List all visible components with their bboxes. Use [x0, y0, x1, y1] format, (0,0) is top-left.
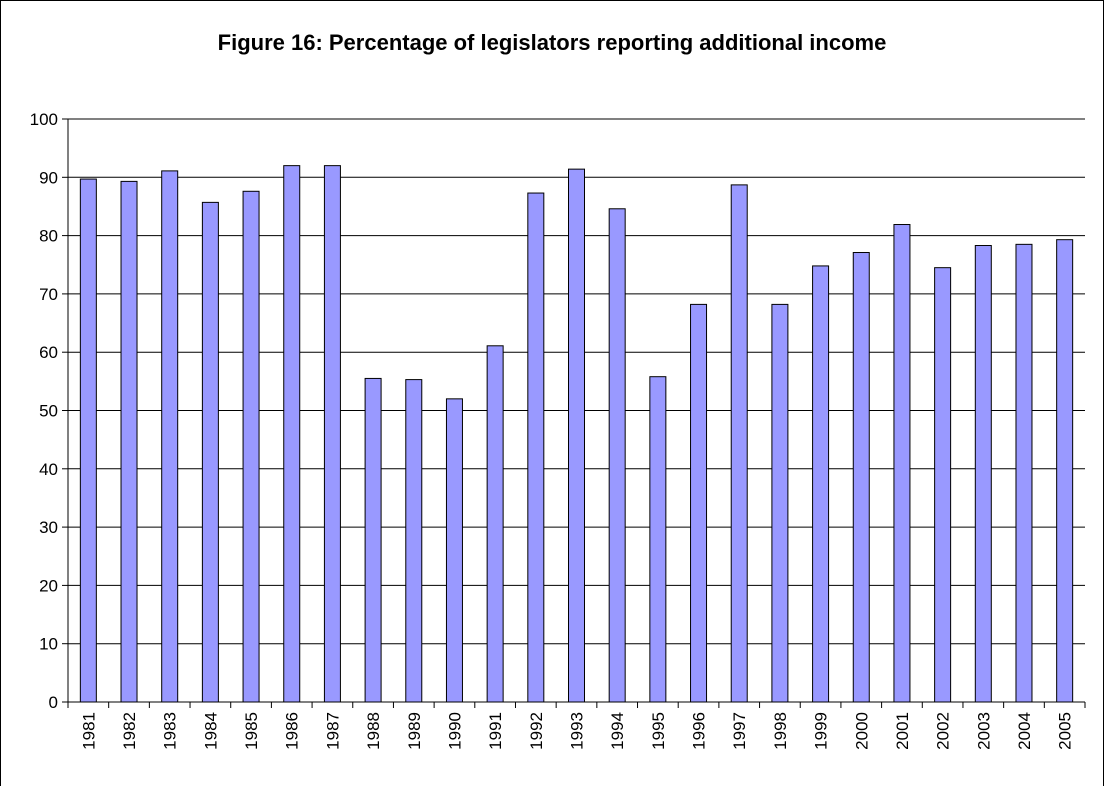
y-tick-label: 80 [39, 227, 58, 246]
x-tick-label: 1981 [79, 712, 98, 750]
bar-1993 [568, 168, 585, 703]
x-tick-label: 1994 [608, 712, 627, 750]
y-tick-label: 10 [39, 635, 58, 654]
x-tick-label: 1986 [283, 712, 302, 750]
bar-1987 [323, 165, 341, 703]
bar-1992 [527, 192, 545, 703]
x-tick-label: 1985 [242, 712, 261, 750]
y-tick-label: 40 [39, 460, 58, 479]
x-tick-label: 1983 [161, 712, 180, 750]
bar-1985 [242, 190, 260, 703]
x-tick-label: 1998 [771, 712, 790, 750]
bar-1994 [608, 208, 626, 703]
y-tick-label: 50 [39, 402, 58, 421]
bars [79, 165, 1074, 703]
bar-2004 [1015, 243, 1033, 703]
bar-1995 [649, 376, 667, 703]
x-tick-label: 1988 [364, 712, 383, 750]
x-tick-labels: 1981 1982 1983 1984 1985 1986 1987 1988 1989 1990… [79, 712, 1074, 750]
x-tick-label: 2004 [1015, 712, 1034, 750]
x-tick-label: 1997 [730, 712, 749, 750]
x-tick-label: 1989 [405, 712, 424, 750]
x-tick-label: 1993 [568, 712, 587, 750]
bar-2002 [934, 267, 952, 703]
bar-1986 [283, 165, 301, 703]
y-tick-label: 90 [39, 168, 58, 187]
x-tick-label: 1999 [812, 712, 831, 750]
bar-1997 [730, 184, 748, 703]
x-tick-label: 2005 [1056, 712, 1075, 750]
bar-2000 [852, 252, 870, 703]
y-tick-label: 100 [30, 110, 58, 129]
x-tick-label: 1995 [649, 712, 668, 750]
bar-1983 [161, 170, 179, 703]
x-tick-label: 2003 [974, 712, 993, 750]
x-tick-label: 1987 [323, 712, 342, 750]
x-tick-label: 2000 [852, 712, 871, 750]
bar-1999 [812, 265, 830, 703]
bar-1991 [486, 345, 504, 703]
bar-1984 [201, 201, 219, 703]
bar-2003 [974, 245, 992, 703]
axes [67, 119, 1086, 708]
bar-1988 [364, 377, 382, 703]
bar-2005 [1056, 239, 1074, 703]
x-tick-label: 2002 [934, 712, 953, 750]
x-tick-label: 1990 [445, 712, 464, 750]
y-tick-label: 30 [39, 518, 58, 537]
x-tick-label: 1992 [527, 712, 546, 750]
bar-1982 [120, 180, 138, 703]
y-tick-label: 0 [49, 693, 58, 712]
y-tick-label: 20 [39, 576, 58, 595]
bar-1990 [445, 398, 463, 703]
bar-1996 [690, 303, 708, 703]
y-tick-labels: 0 10 20 30 40 50 60 70 80 90 100 [30, 110, 58, 712]
y-tick-label: 70 [39, 285, 58, 304]
x-tick-label: 1991 [486, 712, 505, 750]
bar-2001 [893, 224, 911, 703]
x-tick-label: 1982 [120, 712, 139, 750]
x-tick-label: 2001 [893, 712, 912, 750]
x-tick-label: 1996 [690, 712, 709, 750]
chart-title: Figure 16: Percentage of legislators rep… [217, 30, 887, 55]
bar-1998 [771, 303, 789, 703]
x-tick-label: 1984 [201, 712, 220, 750]
bar-1989 [405, 379, 423, 703]
y-tick-label: 60 [39, 343, 58, 362]
bar-1981 [79, 178, 97, 703]
